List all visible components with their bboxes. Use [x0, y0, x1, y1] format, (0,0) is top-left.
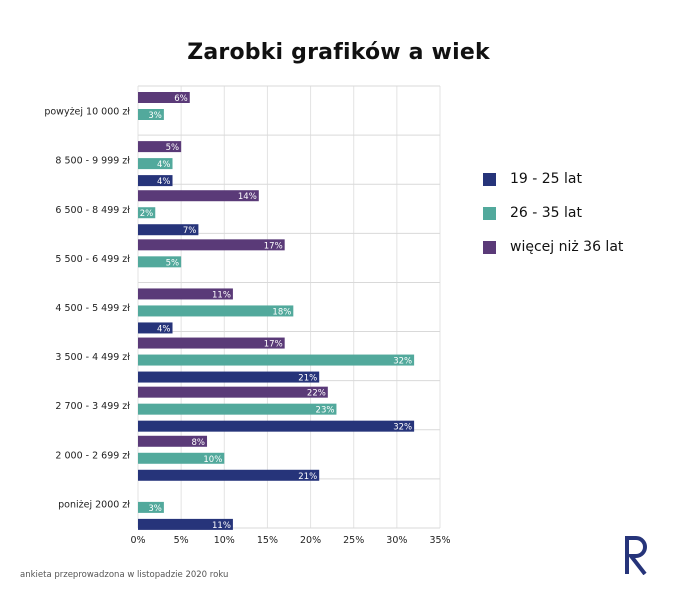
bar: [138, 190, 259, 202]
data-label: 2%: [140, 209, 154, 219]
x-tick-label: 5%: [174, 535, 189, 546]
category-label: 5 500 - 6 499 zł: [55, 254, 130, 265]
x-tick-label: 15%: [257, 535, 278, 546]
x-tick-label: 10%: [214, 535, 235, 546]
x-tick-label: 25%: [343, 535, 364, 546]
data-label: 3%: [148, 111, 162, 121]
r-logo-icon: [625, 536, 647, 575]
x-tick-label: 30%: [386, 535, 407, 546]
bar: [138, 371, 320, 383]
bar: [138, 239, 285, 251]
bar: [138, 175, 173, 187]
data-label: 4%: [157, 160, 171, 170]
x-tick-label: 0%: [130, 535, 145, 546]
legend-label: 26 - 35 lat: [510, 205, 582, 221]
data-label: 10%: [203, 455, 222, 465]
category-label: powyżej 10 000 zł: [44, 107, 130, 118]
footnote: ankieta przeprowadzona w listopadzie 202…: [20, 570, 229, 580]
bar: [138, 386, 328, 398]
legend-label: 19 - 25 lat: [510, 171, 582, 187]
legend: 19 - 25 lat 26 - 35 lat więcej niż 36 la…: [483, 162, 623, 264]
bar: [138, 501, 164, 513]
data-label: 14%: [238, 192, 257, 202]
x-tick-label: 35%: [429, 535, 450, 546]
category-label: 2 000 - 2 699 zł: [55, 450, 130, 461]
bar: [138, 322, 173, 334]
data-label: 11%: [212, 290, 231, 300]
bar: [138, 158, 173, 170]
bar: [138, 435, 208, 447]
data-label: 4%: [157, 324, 171, 334]
data-label: 18%: [272, 307, 291, 317]
data-label: 6%: [174, 94, 188, 104]
bar: [138, 256, 182, 268]
data-label: 3%: [148, 504, 162, 514]
bar: [138, 403, 337, 415]
bar: [138, 288, 233, 300]
category-label: 4 500 - 5 499 zł: [55, 303, 130, 314]
bar: [138, 141, 182, 153]
data-label: 22%: [307, 389, 326, 399]
bar: [138, 518, 233, 530]
data-label: 21%: [298, 374, 317, 384]
bar: [138, 224, 199, 236]
legend-item-19-25: 19 - 25 lat: [483, 162, 623, 196]
x-tick-label: 20%: [300, 535, 321, 546]
data-label: 8%: [192, 438, 206, 448]
category-label: 6 500 - 8 499 zł: [55, 205, 130, 216]
bar: [138, 207, 156, 219]
data-label: 4%: [157, 177, 171, 187]
category-label: 8 500 - 9 999 zł: [55, 156, 130, 167]
bar: [138, 92, 190, 103]
category-label: 2 700 - 3 499 zł: [55, 401, 130, 412]
category-label: poniżej 2000 zł: [58, 499, 130, 510]
bar: [138, 337, 285, 349]
legend-swatch: [483, 206, 496, 220]
legend-label: więcej niż 36 lat: [510, 239, 624, 255]
data-label: 21%: [298, 472, 317, 482]
data-label: 17%: [264, 340, 283, 350]
chart-title: Zarobki grafików a wiek: [187, 40, 490, 65]
data-label: 11%: [212, 521, 231, 531]
bar: [138, 354, 415, 366]
legend-swatch: [483, 240, 496, 254]
data-label: 17%: [264, 241, 283, 251]
bar: [138, 452, 225, 464]
data-label: 5%: [166, 143, 180, 153]
data-label: 32%: [393, 423, 412, 433]
bar: [138, 305, 294, 317]
data-label: 7%: [183, 226, 197, 236]
data-label: 32%: [393, 357, 412, 367]
legend-item-26-35: 26 - 35 lat: [483, 196, 623, 230]
category-label: 3 500 - 4 499 zł: [55, 352, 130, 363]
bar: [138, 109, 164, 120]
bar: [138, 469, 320, 481]
legend-item-36-plus: więcej niż 36 lat: [483, 230, 623, 264]
legend-swatch: [483, 172, 496, 186]
data-label: 5%: [166, 258, 180, 268]
bar: [138, 420, 415, 432]
data-label: 23%: [316, 406, 335, 416]
